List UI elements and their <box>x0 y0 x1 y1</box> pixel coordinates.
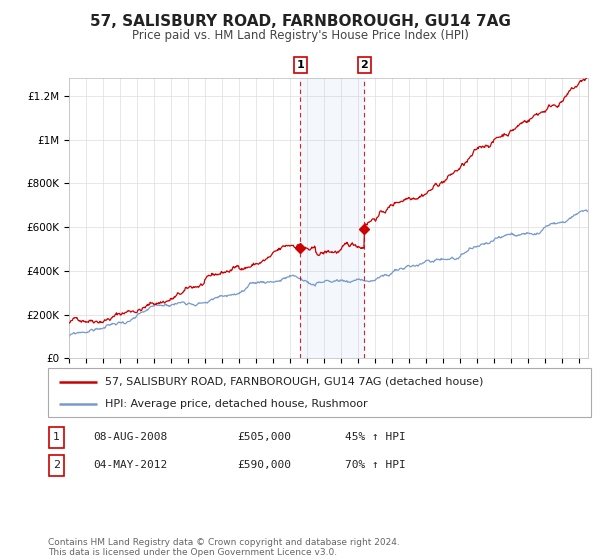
Text: 1: 1 <box>296 60 304 70</box>
Text: 57, SALISBURY ROAD, FARNBOROUGH, GU14 7AG: 57, SALISBURY ROAD, FARNBOROUGH, GU14 7A… <box>89 14 511 29</box>
Text: £505,000: £505,000 <box>237 432 291 442</box>
Text: 2: 2 <box>361 60 368 70</box>
FancyBboxPatch shape <box>49 455 64 476</box>
Bar <box>301 78 364 358</box>
Text: 08-AUG-2008: 08-AUG-2008 <box>93 432 167 442</box>
Text: 2: 2 <box>53 460 60 470</box>
Text: 04-MAY-2012: 04-MAY-2012 <box>93 460 167 470</box>
Text: 57, SALISBURY ROAD, FARNBOROUGH, GU14 7AG (detached house): 57, SALISBURY ROAD, FARNBOROUGH, GU14 7A… <box>105 377 484 387</box>
Text: 70% ↑ HPI: 70% ↑ HPI <box>345 460 406 470</box>
Text: HPI: Average price, detached house, Rushmoor: HPI: Average price, detached house, Rush… <box>105 399 368 409</box>
Text: Price paid vs. HM Land Registry's House Price Index (HPI): Price paid vs. HM Land Registry's House … <box>131 29 469 42</box>
Text: 45% ↑ HPI: 45% ↑ HPI <box>345 432 406 442</box>
Text: Contains HM Land Registry data © Crown copyright and database right 2024.
This d: Contains HM Land Registry data © Crown c… <box>48 538 400 557</box>
Text: £590,000: £590,000 <box>237 460 291 470</box>
FancyBboxPatch shape <box>49 427 64 448</box>
Text: 1: 1 <box>53 432 60 442</box>
FancyBboxPatch shape <box>48 368 591 417</box>
